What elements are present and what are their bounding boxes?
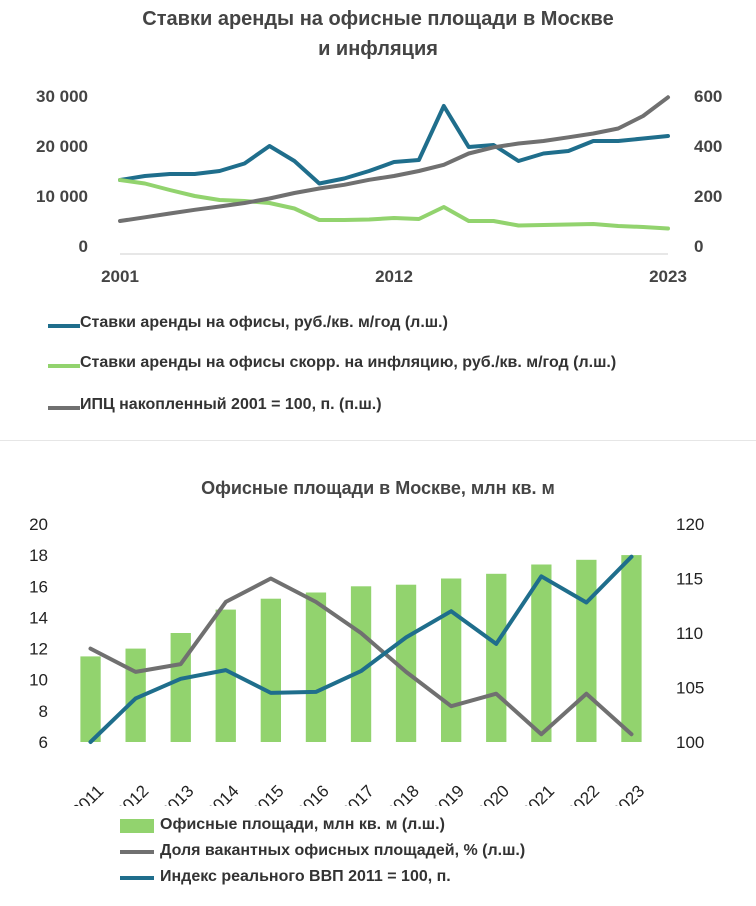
chart1-y-right-tick: 200 xyxy=(694,187,722,206)
chart2-series-line-2 xyxy=(88,554,634,744)
chart2-y-right-tick: 115 xyxy=(676,570,703,589)
chart1-series-line-2 xyxy=(118,95,670,223)
chart1-y-right-tick: 400 xyxy=(694,137,722,156)
chart2-y-right-tick: 100 xyxy=(676,733,704,752)
chart2-y-right-tick: 105 xyxy=(676,679,704,698)
chart2-bar xyxy=(215,609,236,742)
chart1-y-left-tick: 10 000 xyxy=(36,187,88,206)
chart2-bar xyxy=(170,633,191,742)
chart2-y-left-tick: 8 xyxy=(39,702,48,721)
chart2-legend-swatch xyxy=(120,819,154,833)
chart2-x-tick: 2011 xyxy=(68,781,107,806)
chart2-x-tick: 2019 xyxy=(428,781,468,806)
chart2-legend-label: Индекс реального ВВП 2011 = 100, п. xyxy=(160,868,451,885)
chart1-y-right-tick: 0 xyxy=(694,237,703,256)
chart2-y-left-tick: 18 xyxy=(29,546,48,565)
chart2-y-right-tick: 110 xyxy=(676,624,703,643)
panel-separator xyxy=(0,440,756,447)
chart2-x-tick: 2017 xyxy=(338,781,378,806)
chart1-series-line-1 xyxy=(118,178,670,231)
chart2-y-left-tick: 10 xyxy=(29,671,48,690)
chart2-x-tick: 2020 xyxy=(473,781,513,806)
chart2-y-left-tick: 6 xyxy=(39,733,48,752)
chart2-title: Офисные площади в Москве, млн кв. м xyxy=(201,478,555,498)
chart2-x-tick: 2012 xyxy=(112,781,152,806)
chart2-y-left-tick: 16 xyxy=(29,577,48,596)
chart2-legend-label: Офисные площади, млн кв. м (л.ш.) xyxy=(160,816,445,833)
chart1-legend-swatch xyxy=(48,406,80,410)
chart2-y-left-tick: 14 xyxy=(29,608,48,627)
chart2-bar xyxy=(621,555,642,742)
chart1-legend-swatch xyxy=(48,324,80,328)
chart2-y-right-tick: 120 xyxy=(676,515,704,534)
chart1-legend-label: ИПЦ накопленный 2001 = 100, п. (п.ш.) xyxy=(80,396,382,413)
chart1-legend-swatch xyxy=(48,364,80,368)
chart2-x-tick: 2015 xyxy=(247,781,287,806)
chart1-y-left-tick: 20 000 xyxy=(36,137,88,156)
rent-inflation-chart-panel: Ставки аренды на офисные площади в Москв… xyxy=(0,0,756,440)
chart2-bar xyxy=(441,578,462,742)
chart2-y-left-tick: 20 xyxy=(29,515,48,534)
chart2-bar xyxy=(576,559,597,742)
chart2-legend-label: Доля вакантных офисных площадей, % (л.ш.… xyxy=(160,842,526,859)
chart2-x-tick: 2013 xyxy=(157,781,197,806)
chart1-x-tick: 2023 xyxy=(649,267,687,286)
chart2-x-tick: 2022 xyxy=(563,781,603,806)
chart2-x-tick: 2014 xyxy=(202,781,242,806)
chart1-title: Ставки аренды на офисные площади в Москв… xyxy=(0,4,756,64)
chart1-legend-label: Ставки аренды на офисы скорр. на инфляци… xyxy=(80,354,617,371)
office-space-chart-panel: Офисные площади в Москве, млн кв. м 6 8 10… xyxy=(0,446,756,906)
chart1-legend-label: Ставки аренды на офисы, руб./кв. м/год (… xyxy=(80,314,448,331)
chart1-plot: 0 10 000 20 000 30 000 0 200 400 600 2001 2012 202… xyxy=(36,87,722,286)
chart2-legend-swatch xyxy=(120,850,154,854)
chart2-bar xyxy=(260,598,281,742)
chart2-legend-swatch xyxy=(120,876,154,880)
chart1-x-tick: 2001 xyxy=(101,267,139,286)
chart2-x-tick: 2018 xyxy=(383,781,423,806)
chart2-y-left-tick: 12 xyxy=(29,640,48,659)
chart1-y-left-tick: 30 000 xyxy=(36,87,88,106)
chart1-x-tick: 2012 xyxy=(375,267,413,286)
chart2-x-tick: 2023 xyxy=(608,781,648,806)
chart2-series-line-1 xyxy=(88,576,634,737)
chart1-series-line-0 xyxy=(118,104,670,186)
chart2-x-tick: 2016 xyxy=(293,781,333,806)
chart2-x-tick: 2021 xyxy=(518,781,558,806)
chart2-bar xyxy=(305,592,327,742)
chart1-y-left-tick: 0 xyxy=(79,237,88,256)
chart2-bar xyxy=(531,564,552,742)
chart2-bar xyxy=(350,586,372,742)
chart1-title-line1: Ставки аренды на офисные площади в Москв… xyxy=(142,8,614,30)
chart2-bar xyxy=(395,584,417,742)
chart1-y-right-tick: 600 xyxy=(694,87,722,106)
chart1-title-line2: и инфляция xyxy=(318,38,438,60)
chart2-bar xyxy=(486,573,507,742)
chart2-bar xyxy=(80,656,101,742)
